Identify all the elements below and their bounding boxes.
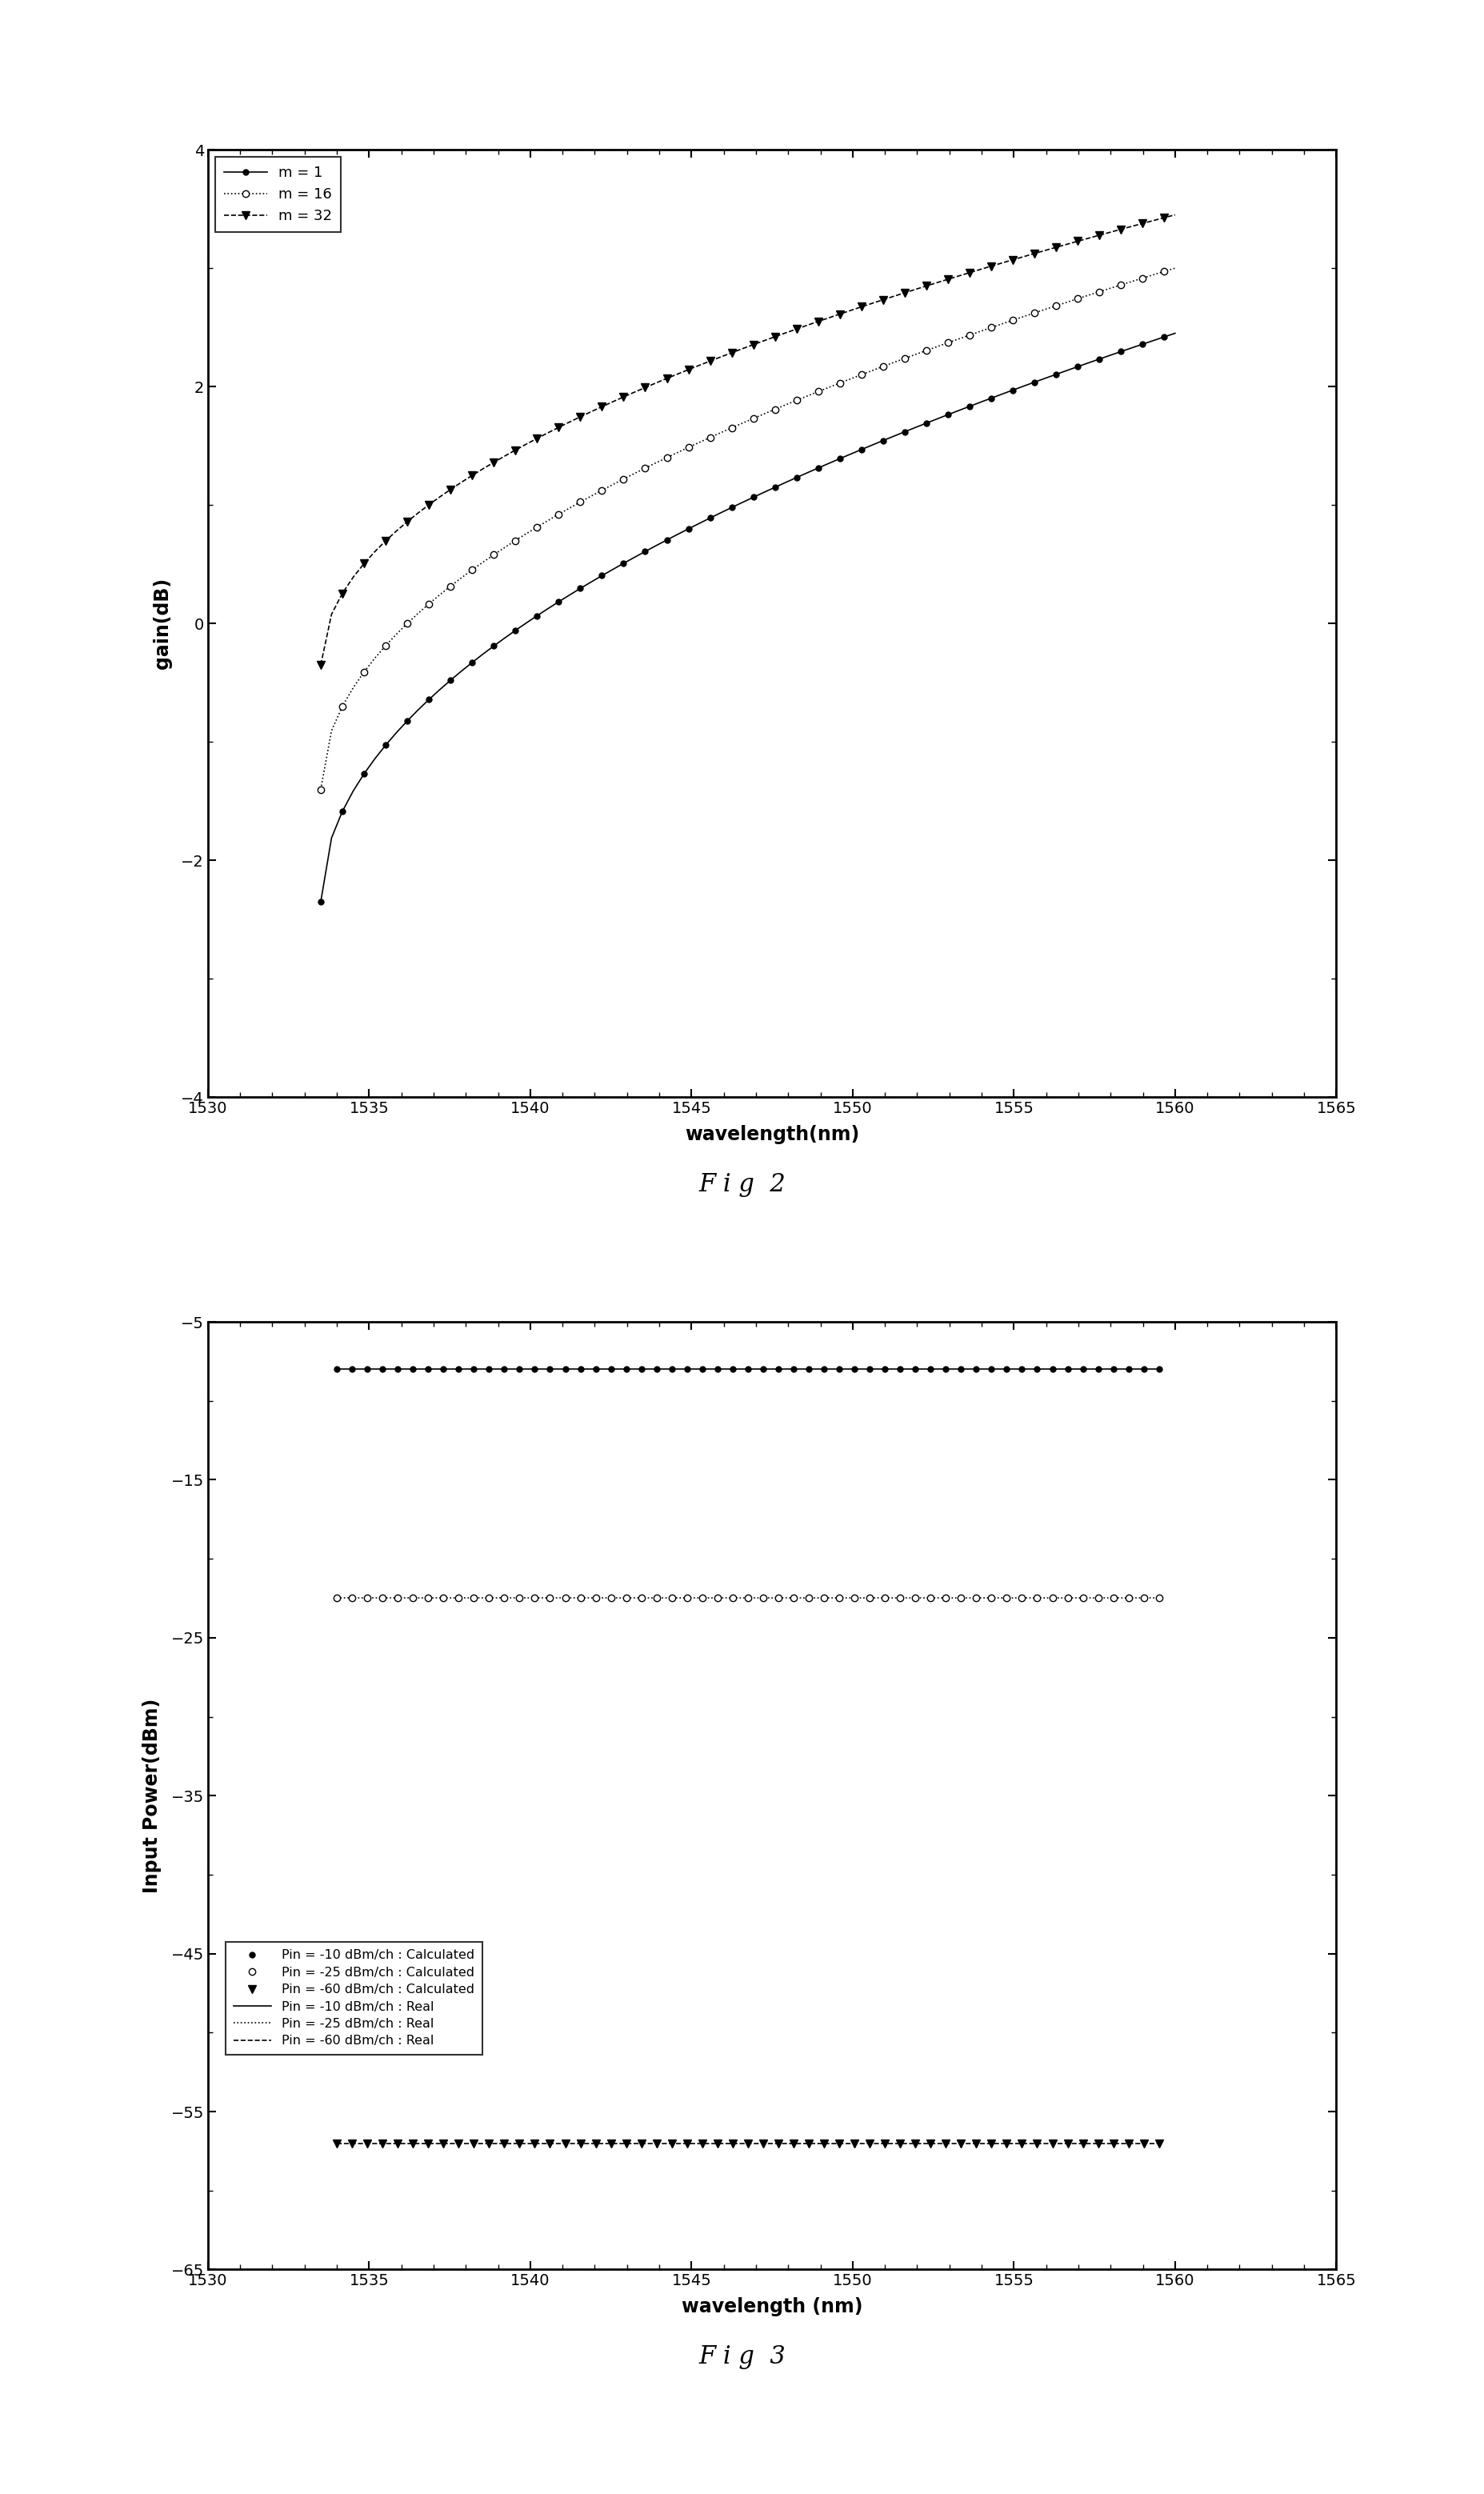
Y-axis label: Input Power(dBm): Input Power(dBm) [142,1698,162,1893]
X-axis label: wavelength (nm): wavelength (nm) [681,2297,862,2317]
Legend: m = 1, m = 16, m = 32: m = 1, m = 16, m = 32 [215,157,341,232]
Text: F i g  2: F i g 2 [699,1172,785,1197]
X-axis label: wavelength(nm): wavelength(nm) [684,1125,859,1145]
Legend: Pin = -10 dBm/ch : Calculated, Pin = -25 dBm/ch : Calculated, Pin = -60 dBm/ch :: Pin = -10 dBm/ch : Calculated, Pin = -25… [226,1943,482,2055]
Y-axis label: gain(dB): gain(dB) [153,579,172,668]
Text: F i g  3: F i g 3 [699,2344,785,2369]
